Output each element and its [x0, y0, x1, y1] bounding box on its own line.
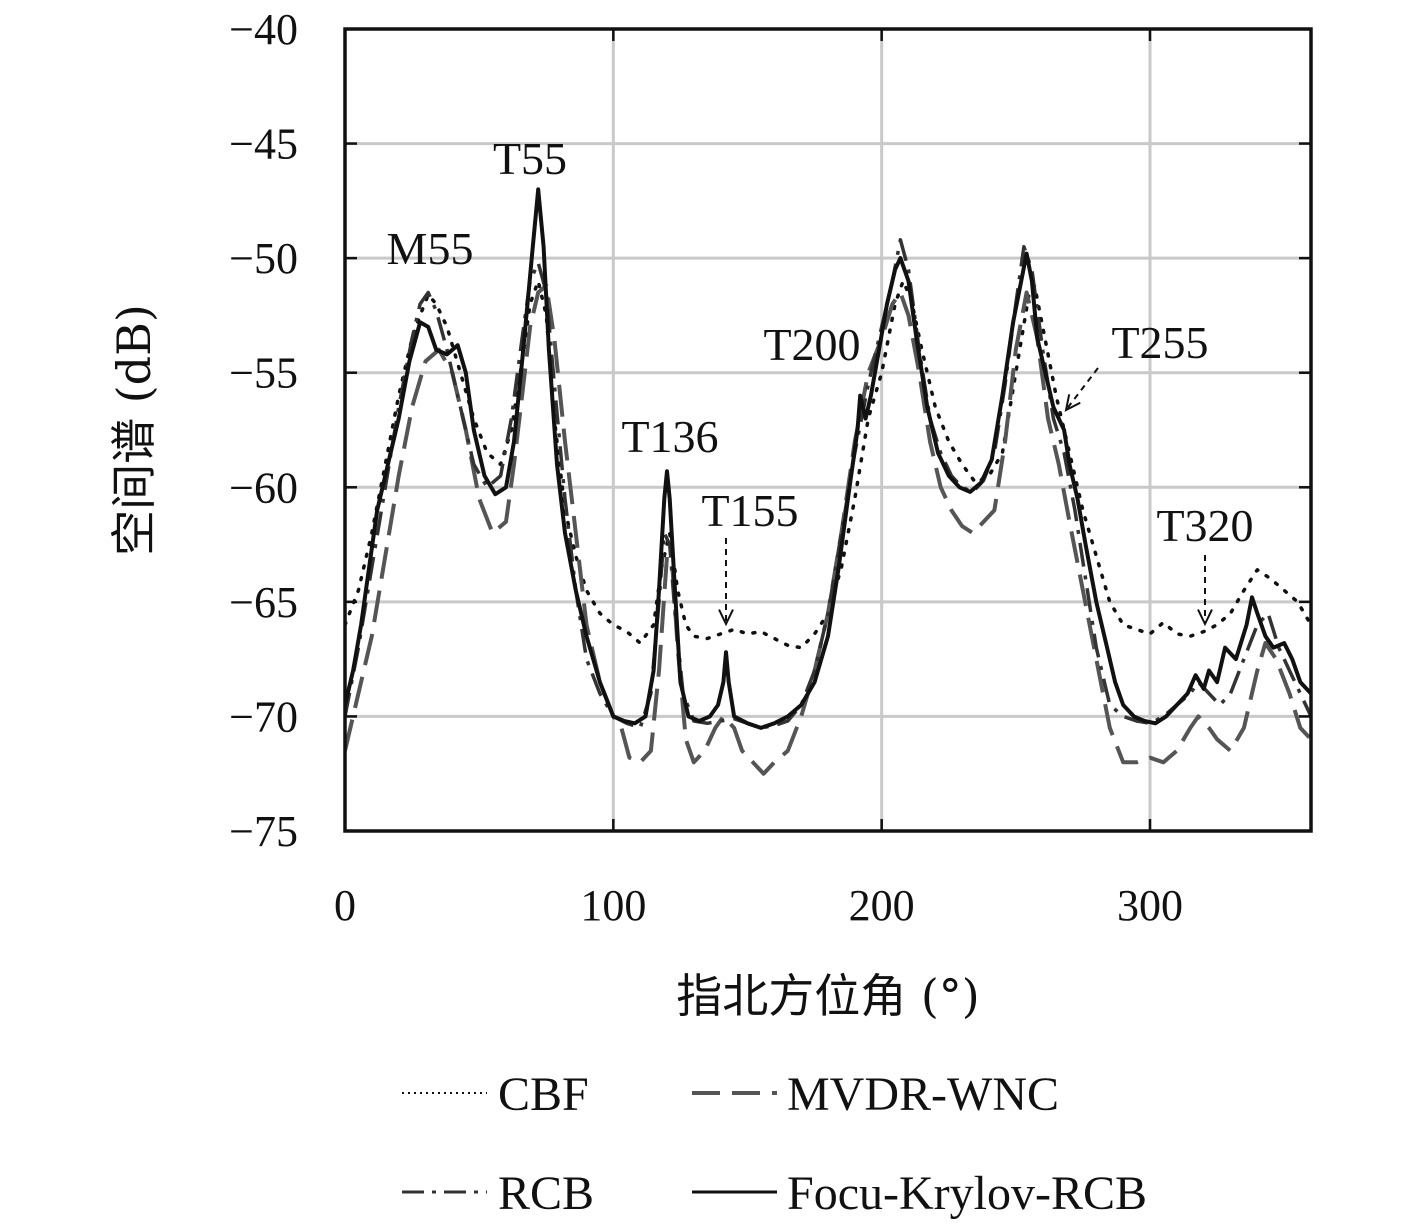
annotation-t55: T55 — [493, 133, 567, 184]
legend-label-cbf: CBF — [498, 1068, 589, 1121]
grid-lines — [345, 29, 1311, 831]
x-tick-label: 300 — [1117, 881, 1183, 930]
y-tick-label: −60 — [229, 463, 298, 512]
annotation-arrowhead-t155 — [718, 609, 734, 627]
legend-item-rcb: RCB — [402, 1167, 594, 1220]
legend-item-focu-krylov-rcb: Focu-Krylov-RCB — [692, 1167, 1147, 1220]
annotation-t320: T320 — [1156, 500, 1253, 551]
x-tick-label: 0 — [334, 881, 356, 930]
annotation-arrow-t255 — [1065, 367, 1099, 411]
annotation-arrowhead-t320 — [1197, 609, 1213, 627]
legend-item-cbf: CBF — [402, 1068, 589, 1121]
y-tick-label: −65 — [229, 578, 298, 627]
y-tick-label: −75 — [229, 807, 298, 856]
y-tick-label: −40 — [229, 5, 298, 54]
y-tick-label: −50 — [229, 234, 298, 283]
legend-item-mvdr-wnc: MVDR-WNC — [692, 1068, 1059, 1121]
y-tick-label: −70 — [229, 692, 298, 741]
annotations: M55 T55 T136 T155 T200 T255 T320 — [387, 133, 1254, 627]
y-axis-title: 空间谱 (dB) — [107, 304, 161, 556]
plot-frame — [343, 27, 1313, 833]
x-tick-label: 100 — [580, 881, 646, 930]
annotation-t255: T255 — [1111, 317, 1208, 368]
tick-labels: 0 100 200 300 −40 −45 −50 −55 −60 −65 −70 −75 — [229, 5, 1311, 930]
annotation-t155: T155 — [701, 485, 798, 536]
legend-label-mvdr-wnc: MVDR-WNC — [787, 1068, 1059, 1121]
y-tick-label: −45 — [229, 120, 298, 169]
annotation-arrowhead-t255 — [1064, 394, 1081, 412]
annotation-m55: M55 — [387, 223, 474, 274]
legend-label-focu-krylov-rcb: Focu-Krylov-RCB — [787, 1167, 1147, 1220]
legend: CBF MVDR-WNC RCB Focu-Krylov-RCB — [402, 1068, 1147, 1220]
y-tick-label: −55 — [229, 349, 298, 398]
annotation-t136: T136 — [621, 411, 718, 462]
annotation-t200: T200 — [763, 319, 860, 370]
legend-label-rcb: RCB — [498, 1167, 594, 1220]
x-tick-label: 200 — [849, 881, 915, 930]
x-axis-title: 指北方位角 (°) — [676, 969, 980, 1023]
series-line-focu-krylov-rcb — [345, 187, 1311, 730]
series-lines — [345, 187, 1311, 776]
